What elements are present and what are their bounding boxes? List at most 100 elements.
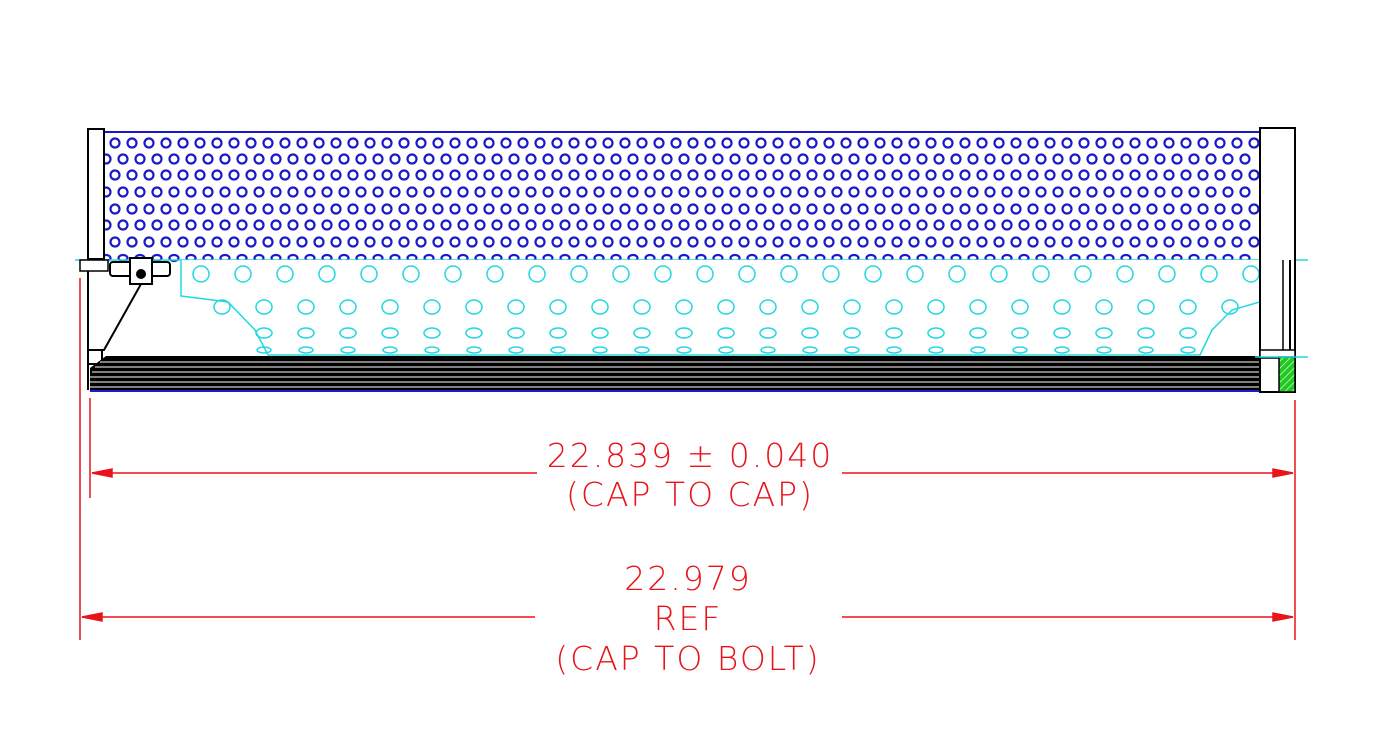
perforation-hole xyxy=(1248,137,1260,149)
perforation-hole xyxy=(1053,327,1071,339)
perforation-hole xyxy=(925,137,937,149)
perforation-hole xyxy=(780,219,792,231)
perforation-hole xyxy=(202,186,214,198)
perforation-hole xyxy=(355,186,367,198)
perforation-hole xyxy=(440,153,452,165)
perforation-hole xyxy=(440,186,452,198)
perforation-hole xyxy=(814,219,826,231)
perforation-hole xyxy=(559,186,571,198)
perforation-hole xyxy=(610,153,622,165)
perforation-hole xyxy=(848,219,860,231)
perforation-hole xyxy=(465,299,483,315)
perforation-hole xyxy=(340,346,356,354)
perforation-hole xyxy=(550,346,566,354)
perforation-hole xyxy=(857,169,869,181)
perforation-hole xyxy=(1044,236,1056,248)
perforation-hole xyxy=(256,346,272,354)
perforation-hole xyxy=(406,186,418,198)
perforation-hole xyxy=(959,236,971,248)
perforation-hole xyxy=(763,219,775,231)
perforation-hole xyxy=(192,265,210,283)
perforation-hole xyxy=(486,265,504,283)
perforation-hole xyxy=(483,137,495,149)
perforation-hole xyxy=(950,219,962,231)
perforation-hole xyxy=(1214,169,1226,181)
perforation-hole xyxy=(712,186,724,198)
perforation-hole xyxy=(474,186,486,198)
perforation-hole xyxy=(1035,153,1047,165)
perforation-hole xyxy=(549,299,567,315)
perforation-hole xyxy=(466,346,482,354)
perforation-hole xyxy=(517,203,529,215)
perforation-hole xyxy=(534,137,546,149)
perforation-hole xyxy=(969,327,987,339)
perforation-hole xyxy=(551,137,563,149)
perforation-hole xyxy=(636,169,648,181)
perforation-hole xyxy=(364,236,376,248)
perforation-hole xyxy=(1248,169,1260,181)
perforation-hole xyxy=(823,236,835,248)
perforation-hole xyxy=(1010,203,1022,215)
perforation-hole xyxy=(1078,203,1090,215)
perforation-hole xyxy=(789,236,801,248)
perforation-hole xyxy=(381,169,393,181)
perforation-hole xyxy=(1061,169,1073,181)
perforation-hole xyxy=(644,153,656,165)
perforation-hole xyxy=(619,236,631,248)
perforation-hole xyxy=(262,236,274,248)
perforation-hole xyxy=(143,236,155,248)
perforation-hole xyxy=(763,153,775,165)
perforation-hole xyxy=(1010,137,1022,149)
perforation-hole xyxy=(891,137,903,149)
perforation-hole xyxy=(653,203,665,215)
perforation-hole xyxy=(593,219,605,231)
perforation-hole xyxy=(976,137,988,149)
perforation-hole xyxy=(619,169,631,181)
perforation-hole xyxy=(126,137,138,149)
left-end-cap xyxy=(79,128,171,390)
perforation-hole xyxy=(942,137,954,149)
perforation-hole xyxy=(1027,203,1039,215)
perforation-hole xyxy=(712,153,724,165)
perforation-hole xyxy=(245,203,257,215)
perforation-hole xyxy=(801,299,819,315)
perforation-hole xyxy=(313,236,325,248)
perforation-hole xyxy=(262,169,274,181)
perforation-hole xyxy=(933,219,945,231)
perforation-hole xyxy=(1044,137,1056,149)
perforation-hole xyxy=(143,203,155,215)
arrowhead-icon xyxy=(1272,612,1294,622)
perforation-hole xyxy=(602,137,614,149)
perforation-hole xyxy=(151,219,163,231)
perforation-hole xyxy=(457,186,469,198)
perforation-hole xyxy=(474,153,486,165)
perforation-hole xyxy=(483,236,495,248)
perforation-hole xyxy=(568,169,580,181)
perforation-hole xyxy=(1035,186,1047,198)
perforation-hole xyxy=(1078,169,1090,181)
perforation-hole xyxy=(151,153,163,165)
perforation-hole xyxy=(738,137,750,149)
perforation-hole xyxy=(1222,186,1234,198)
perforation-hole xyxy=(1188,219,1200,231)
perforation-hole xyxy=(338,186,350,198)
perforation-hole xyxy=(432,169,444,181)
perforation-hole xyxy=(967,186,979,198)
perforation-hole xyxy=(789,137,801,149)
right-end-cap xyxy=(1255,127,1308,393)
perforation-hole xyxy=(916,219,928,231)
perforation-hole xyxy=(194,169,206,181)
perforation-hole xyxy=(1054,346,1070,354)
perforation-hole xyxy=(297,327,315,339)
perforation-hole xyxy=(398,203,410,215)
perforation-hole xyxy=(1163,137,1175,149)
perforation-hole xyxy=(1154,186,1166,198)
perforation-hole xyxy=(534,169,546,181)
perforation-hole xyxy=(415,203,427,215)
perforation-hole xyxy=(117,186,129,198)
perforation-hole xyxy=(1010,169,1022,181)
perforation-hole xyxy=(806,203,818,215)
perforation-hole xyxy=(117,219,129,231)
perforation-hole xyxy=(1146,236,1158,248)
